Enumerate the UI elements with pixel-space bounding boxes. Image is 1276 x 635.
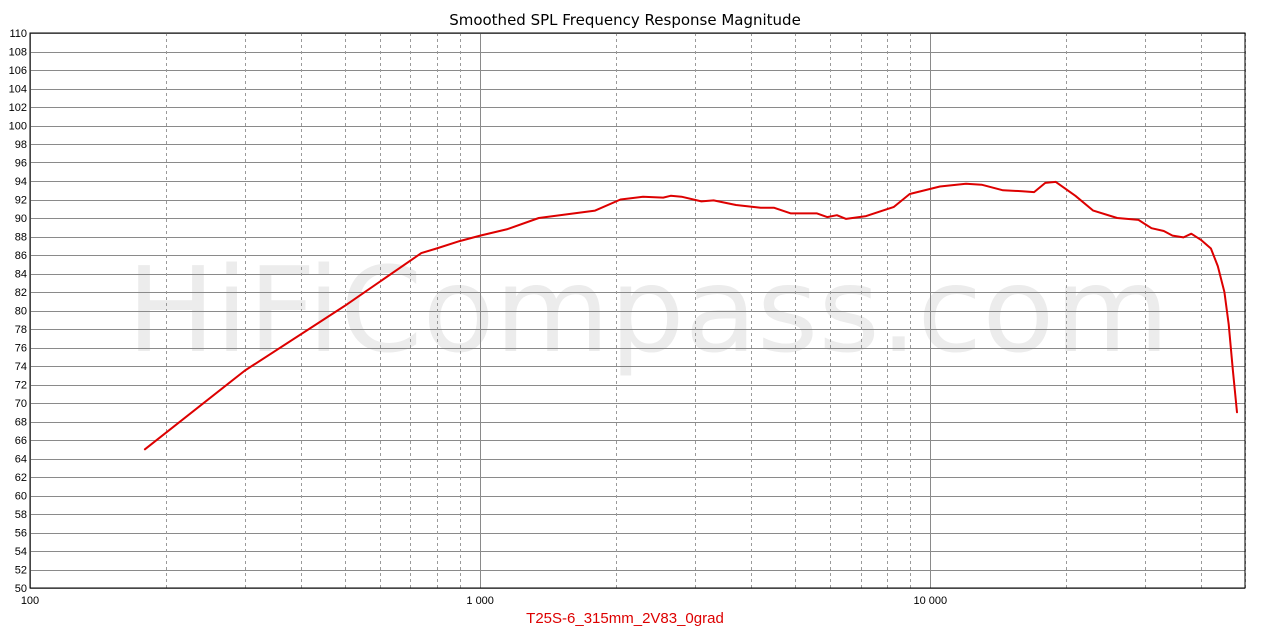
plot-area-border — [29, 32, 1246, 589]
y-axis-tick-labels: 50 52 54 56 58 60 62 64 66 68 70 72 74 76 78 80 82 84 86 88… — [9, 28, 27, 595]
y-tick-label: 84 — [15, 269, 27, 281]
x-axis-tick-labels: 100 1 000 10 000 — [21, 595, 947, 607]
y-tick-label: 86 — [15, 250, 27, 262]
y-tick-label: 56 — [15, 528, 27, 540]
y-tick-label: 58 — [15, 509, 27, 521]
y-tick-label: 106 — [9, 65, 27, 77]
y-tick-label: 88 — [15, 232, 27, 244]
x-tick-label: 10 000 — [914, 595, 948, 607]
y-tick-label: 66 — [15, 435, 27, 447]
y-tick-label: 68 — [15, 417, 27, 429]
series-line — [143, 180, 1238, 451]
y-tick-label: 96 — [15, 158, 27, 170]
chart-title: Smoothed SPL Frequency Response Magnitud… — [449, 11, 801, 29]
y-tick-label: 62 — [15, 472, 27, 484]
y-tick-label: 102 — [9, 102, 27, 114]
y-tick-label: 98 — [15, 139, 27, 151]
y-tick-label: 94 — [15, 176, 27, 188]
y-tick-label: 92 — [15, 195, 27, 207]
y-tick-label: 60 — [15, 491, 27, 503]
y-tick-label: 80 — [15, 306, 27, 318]
y-tick-label: 78 — [15, 324, 27, 336]
y-tick-label: 104 — [9, 84, 27, 96]
y-tick-label: 100 — [9, 121, 27, 133]
y-tick-label: 72 — [15, 380, 27, 392]
grid-lines — [30, 33, 1246, 589]
y-tick-label: 82 — [15, 287, 27, 299]
y-tick-label: 52 — [15, 565, 27, 577]
x-tick-label: 1 000 — [466, 595, 494, 607]
y-tick-label: 64 — [15, 454, 27, 466]
y-tick-label: 90 — [15, 213, 27, 225]
series-group — [143, 180, 1238, 451]
y-tick-label: 74 — [15, 361, 27, 373]
y-tick-label: 54 — [15, 546, 27, 558]
watermark: HiFiCompass.com — [127, 241, 1170, 379]
y-tick-label: 76 — [15, 343, 27, 355]
legend-entry: T25S-6_315mm_2V83_0grad — [526, 610, 724, 627]
y-tick-label: 50 — [15, 583, 27, 595]
y-tick-label: 108 — [9, 47, 27, 59]
y-tick-label: 70 — [15, 398, 27, 410]
x-tick-label: 100 — [21, 595, 39, 607]
y-tick-label: 110 — [9, 28, 27, 40]
